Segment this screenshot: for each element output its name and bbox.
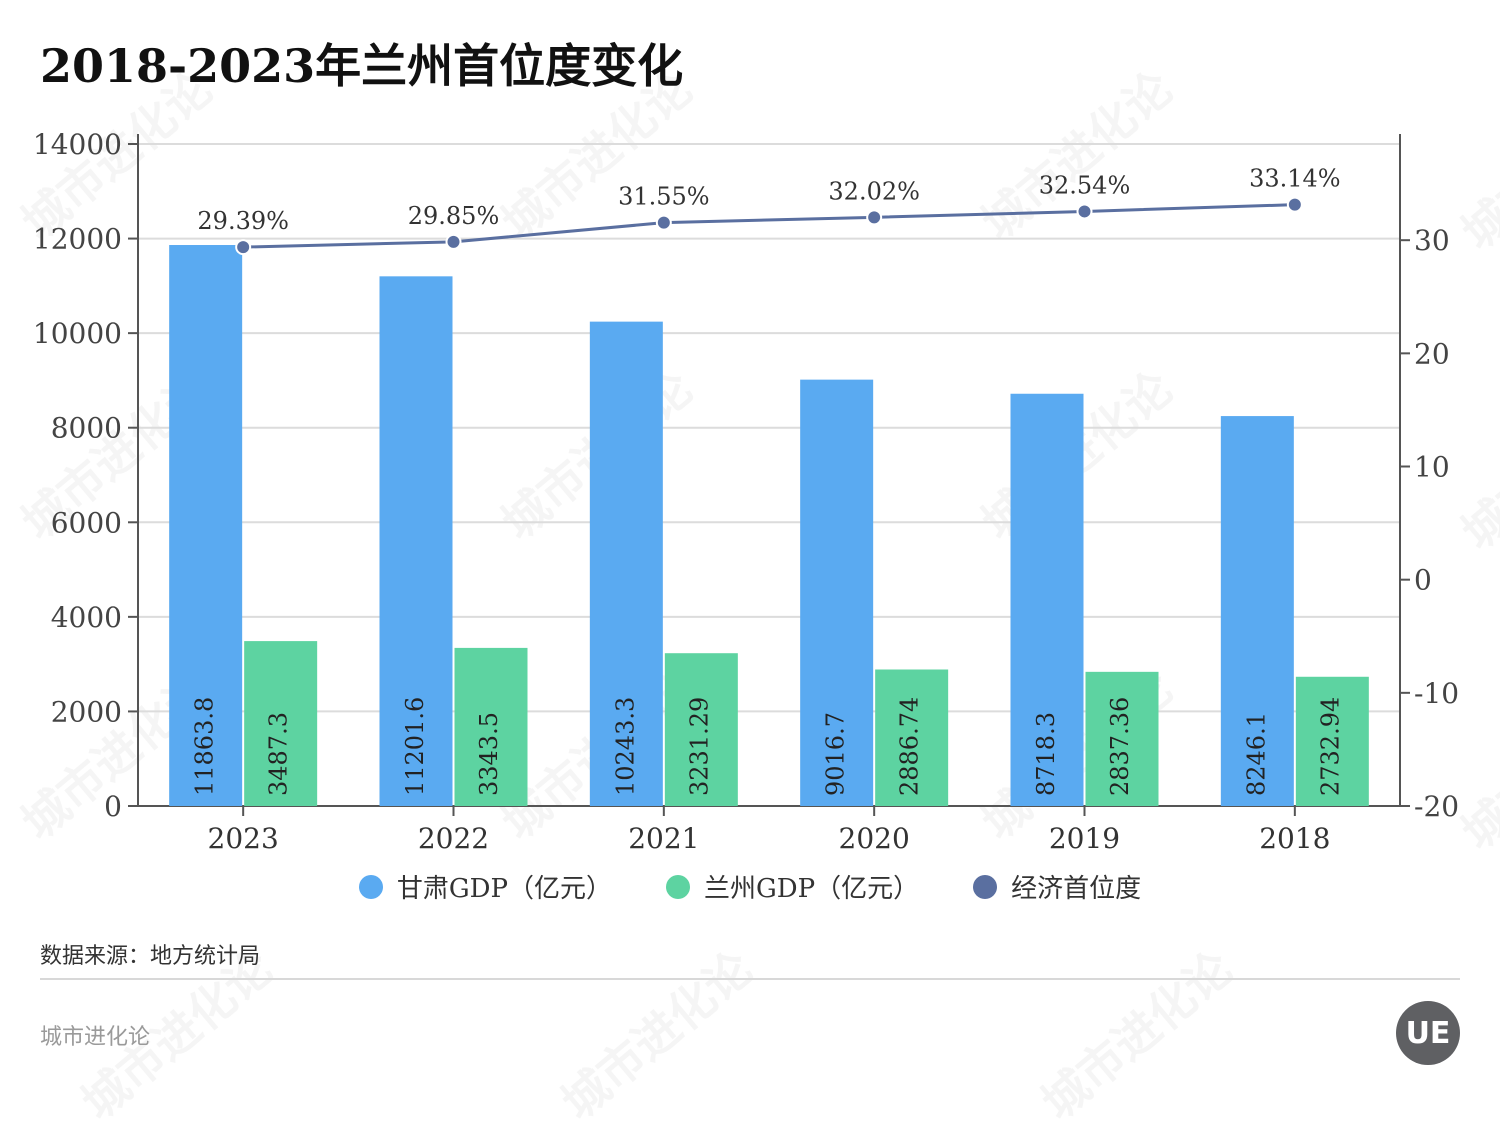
bar-gansu-2021: [589, 321, 663, 806]
data-label-gansu-2019: 8718.3: [1032, 712, 1060, 796]
data-label-lanzhou-2020: 2886.74: [896, 697, 924, 796]
data-source: 数据来源：地方统计局: [40, 944, 261, 969]
y2-tick-label: -10: [1414, 677, 1459, 710]
ratio-point-2021: [655, 214, 672, 231]
data-label-lanzhou-2023: 3487.3: [265, 712, 293, 796]
ratio-point-2018: [1286, 196, 1303, 213]
y2-tick-label: 30: [1414, 224, 1450, 257]
brand-name: 城市进化论: [40, 1025, 151, 1050]
bar-lanzhou-2020: [875, 669, 949, 806]
ratio-point-2020: [866, 209, 883, 226]
x-tick-label-2020: 2020: [839, 822, 910, 855]
watermark-text: 城市进化论: [551, 940, 763, 1130]
bar-lanzhou-2019: [1085, 671, 1159, 806]
ratio-point-2022: [445, 233, 462, 250]
ratio-label-2022: 29.85%: [408, 202, 500, 230]
legend-label-lanzhou: 兰州GDP（亿元）: [703, 874, 920, 904]
x-tick-label-2022: 2022: [418, 822, 489, 855]
ratio-point-2023: [235, 239, 252, 256]
legend-marker-lanzhou: [665, 874, 690, 899]
divider: [40, 978, 1460, 980]
legend-marker-ratio: [973, 874, 998, 899]
ratio-label-2019: 32.54%: [1039, 171, 1131, 199]
chart-title: 2018-2023年兰州首位度变化: [40, 39, 684, 93]
legend-item-gansu[interactable]: 甘肃GDP（亿元）: [358, 868, 612, 905]
data-label-lanzhou-2022: 3343.5: [475, 712, 503, 796]
ratio-label-2020: 32.02%: [828, 177, 920, 205]
data-label-gansu-2020: 9016.7: [822, 712, 850, 796]
ratio-line: [243, 203, 1295, 249]
y-tick-label: 2000: [51, 695, 122, 728]
data-label-gansu-2018: 8246.1: [1242, 712, 1270, 796]
y2-tick-label: 0: [1414, 564, 1432, 597]
y-tick-label: 12000: [33, 223, 122, 256]
y2-tick-label: 10: [1414, 451, 1450, 484]
data-label-gansu-2023: 11863.8: [191, 697, 219, 796]
y-tick-label: 6000: [51, 506, 122, 539]
y2-tick-label: -20: [1414, 790, 1459, 823]
legend-marker-gansu: [358, 874, 383, 899]
bar-lanzhou-2022: [454, 647, 528, 806]
legend-item-ratio[interactable]: 经济首位度: [973, 868, 1141, 905]
data-label-lanzhou-2021: 3231.29: [685, 697, 713, 796]
bar-lanzhou-2023: [244, 641, 318, 806]
y2-tick-label: 20: [1414, 337, 1450, 370]
y-tick-label: 0: [104, 790, 122, 823]
chart: 0 2000 4000 6000 8000 10000 12000 14000 -20 -10 0 1…: [33, 128, 1459, 855]
legend-item-lanzhou[interactable]: 兰州GDP（亿元）: [665, 868, 920, 905]
legend-label-gansu: 甘肃GDP（亿元）: [396, 874, 612, 904]
x-tick-label-2023: 2023: [208, 822, 279, 855]
y-tick-label: 4000: [51, 601, 122, 634]
data-label-gansu-2022: 11201.6: [401, 697, 429, 796]
bar-lanzhou-2018: [1295, 676, 1369, 806]
legend: 甘肃GDP（亿元） 兰州GDP（亿元） 经济首位度: [0, 868, 1500, 905]
x-tick-label-2021: 2021: [628, 822, 699, 855]
watermark-text: 城市进化论: [1031, 940, 1243, 1130]
bar-lanzhou-2021: [664, 653, 738, 806]
bar-gansu-2020: [800, 379, 874, 806]
bar-gansu-2018: [1220, 416, 1294, 806]
y-tick-label: 8000: [51, 412, 122, 445]
legend-label-ratio: 经济首位度: [1011, 874, 1142, 904]
x-tick-label-2019: 2019: [1049, 822, 1120, 855]
ratio-label-2023: 29.39%: [197, 207, 289, 235]
bar-gansu-2022: [379, 276, 453, 806]
data-label-lanzhou-2019: 2837.36: [1106, 697, 1134, 796]
data-label-gansu-2021: 10243.3: [611, 697, 639, 796]
bar-gansu-2019: [1010, 393, 1084, 806]
ratio-label-2021: 31.55%: [618, 183, 710, 211]
data-label-lanzhou-2018: 2732.94: [1316, 697, 1344, 796]
ratio-label-2018: 33.14%: [1249, 165, 1341, 193]
x-tick-label-2018: 2018: [1259, 822, 1330, 855]
y-tick-label: 14000: [33, 128, 122, 161]
brand-logo: UE: [1396, 1001, 1460, 1065]
ratio-point-2019: [1076, 203, 1093, 220]
y-tick-label: 10000: [33, 317, 122, 350]
bar-gansu-2023: [169, 245, 243, 807]
